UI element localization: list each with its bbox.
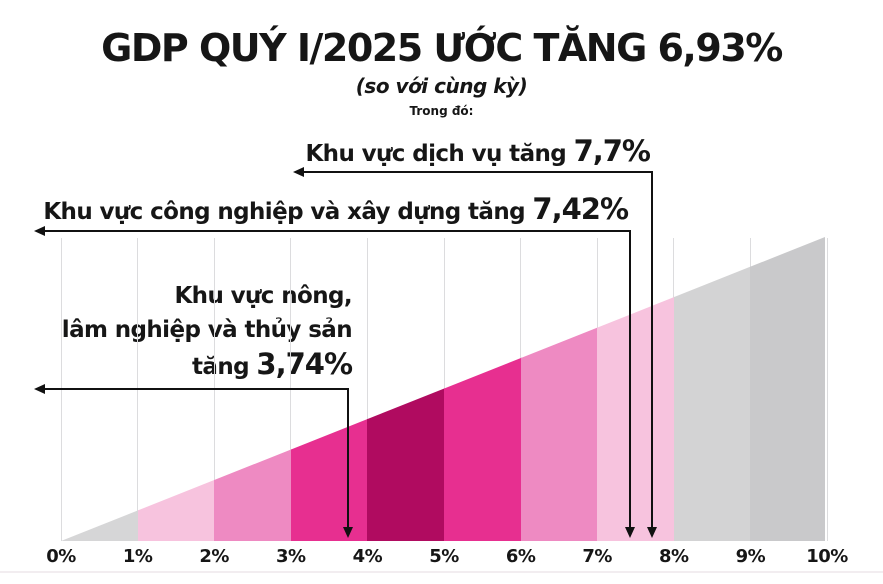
annotation-agriculture: Khu vực nông, lâm nghiệp và thủy sản tăn… (61, 279, 353, 384)
annotation-agriculture-line2: lâm nghiệp và thủy sản (61, 317, 353, 343)
annotation-agriculture-line3: tăng 3,74% (192, 347, 353, 381)
down-arrow-icon-industry (625, 527, 636, 538)
tick-label-9: 9% (735, 546, 766, 567)
annotation-services: Khu vực dịch vụ tăng 7,7% (305, 134, 651, 168)
tick-label-1: 1% (122, 546, 153, 567)
page-subtitle: (so với cùng kỳ) (355, 74, 528, 98)
connector-hline-services (303, 171, 653, 173)
annotation-services-label: Khu vực dịch vụ tăng (305, 141, 567, 167)
gridline-4 (366, 238, 368, 541)
note-label: Trong đó: (409, 104, 474, 118)
annotation-services-value: 7,7% (573, 134, 651, 168)
tick-label-8: 8% (659, 546, 689, 567)
tick-label-3: 3% (276, 546, 306, 567)
connector-vline-industry (629, 230, 632, 527)
connector-vline-agriculture (347, 388, 350, 527)
tick-label-7: 7% (582, 546, 612, 567)
annotation-industry-value: 7,42% (532, 192, 629, 226)
tick-label-6: 6% (505, 546, 536, 567)
wedge-band-4-5 (367, 237, 445, 541)
wedge-band-9-10 (750, 237, 825, 541)
annotation-agriculture-value: 3,74% (256, 347, 353, 381)
connector-hline-agriculture (44, 388, 350, 390)
tick-label-0: 0% (46, 546, 76, 567)
down-arrow-icon-services (646, 527, 657, 538)
baseline-shadow (0, 571, 883, 573)
page-title: GDP QUÝ I/2025 ƯỚC TĂNG 6,93% (101, 26, 783, 70)
left-arrow-icon-services (293, 167, 304, 177)
connector-vline-services (650, 171, 653, 527)
tick-label-4: 4% (352, 546, 383, 567)
annotation-agriculture-line1: Khu vực nông, (174, 283, 352, 309)
gridline-10 (826, 238, 828, 541)
wedge-band-8-9 (673, 237, 752, 541)
connector-hline-industry (44, 230, 632, 232)
left-arrow-icon-industry (34, 226, 45, 236)
annotation-industry: Khu vực công nghiệp và xây dựng tăng 7,4… (43, 192, 629, 226)
annotation-industry-label: Khu vực công nghiệp và xây dựng tăng (43, 199, 525, 225)
left-arrow-icon-agriculture (34, 384, 45, 394)
down-arrow-icon-agriculture (343, 527, 354, 538)
wedge-band-6-7 (520, 237, 599, 541)
tick-label-2: 2% (199, 546, 229, 567)
tick-label-10: 10% (806, 546, 848, 567)
wedge-band-5-6 (444, 237, 522, 541)
wedge-band-7-8 (597, 237, 675, 541)
tick-label-5: 5% (429, 546, 459, 567)
